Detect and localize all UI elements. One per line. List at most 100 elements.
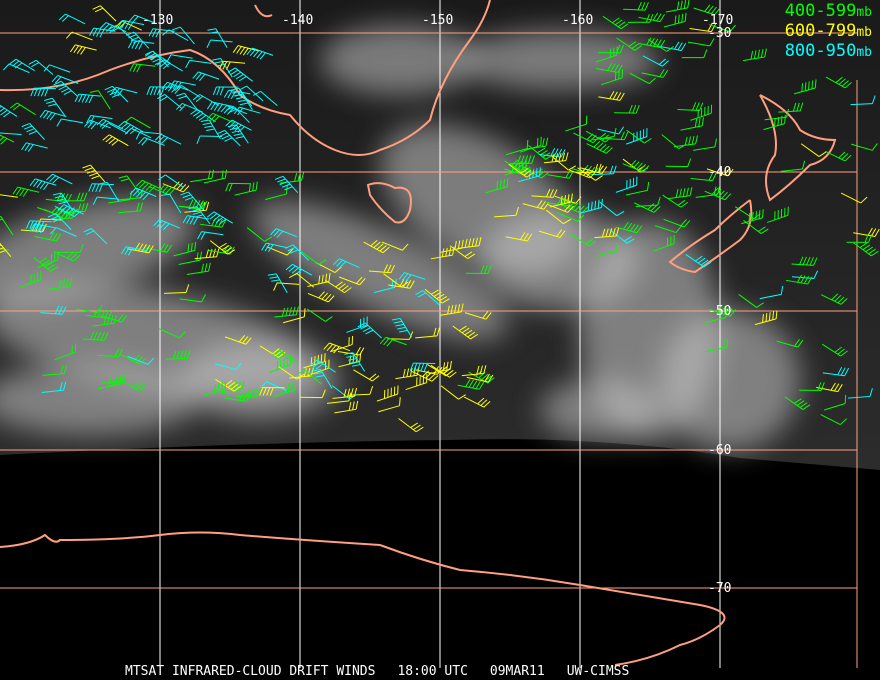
wind-barb [200, 119, 221, 140]
wind-barb [224, 335, 252, 345]
wind-barb [466, 373, 494, 383]
wind-barb [800, 143, 827, 157]
legend-unit: mb [856, 45, 872, 60]
wind-barb [269, 356, 292, 373]
wind-barb [551, 155, 577, 171]
wind-barb [58, 13, 86, 25]
cape-york-coast [254, 4, 273, 18]
wind-barb [767, 206, 789, 223]
wind-barbs [0, 0, 880, 433]
wind-barb [219, 60, 246, 70]
wind-barb [709, 24, 736, 33]
wind-barb [227, 124, 249, 144]
wind-barb [822, 367, 850, 377]
wind-barb [353, 369, 380, 382]
wind-barb [96, 348, 123, 358]
wind-barb [598, 44, 624, 54]
wind-barb [677, 102, 704, 112]
wind-barb [538, 229, 566, 238]
legend: 400-599mb 600-799mb 800-950mb [785, 2, 872, 62]
wind-barb [216, 129, 241, 147]
source: UW-CIMSS [566, 664, 630, 679]
wind-barb [82, 331, 109, 341]
longitude-label: -170 [702, 13, 734, 28]
wind-barb [573, 132, 600, 144]
wind-barb [464, 396, 491, 408]
wind-barb [121, 246, 148, 256]
wind-barb [616, 37, 643, 51]
wind-barb [129, 63, 156, 73]
wind-barb [465, 265, 492, 274]
wind-barb [176, 92, 199, 112]
cloud [0, 196, 197, 304]
wind-barb [821, 343, 848, 357]
wind-barb [260, 381, 287, 392]
wind-barb [56, 118, 83, 127]
wind-barb [368, 264, 396, 274]
wind-barb [591, 165, 617, 176]
wind-barb [325, 280, 352, 294]
wind-barb [614, 104, 640, 114]
wind-barb [824, 394, 847, 411]
wind-barb [642, 55, 670, 67]
wind-barb [602, 131, 629, 141]
wind-barb [580, 165, 608, 175]
wind-barb [158, 174, 184, 188]
wind-barb [668, 187, 693, 200]
wind-barb [138, 137, 165, 146]
wind-barb [212, 86, 239, 96]
wind-barb [690, 172, 717, 182]
wind-barb [194, 248, 220, 260]
longitude-label: -140 [282, 13, 314, 28]
wind-barb [759, 285, 784, 300]
wind-barb [157, 93, 183, 109]
wind-barb [289, 272, 315, 288]
wind-barb [791, 270, 819, 279]
wind-barb [297, 369, 322, 385]
wind-barb [259, 345, 286, 358]
wind-barb [648, 39, 674, 52]
wind-barb [51, 75, 79, 84]
wind-barb [37, 251, 59, 268]
wind-barb [799, 382, 825, 391]
wind-barb [135, 179, 163, 193]
footer-caption: MTSAT INFRARED-CLOUD DRIFT WINDS 18:00 UT… [125, 664, 651, 679]
wind-barb [464, 311, 492, 320]
wind-barb [145, 50, 169, 68]
wind-barb [98, 181, 120, 202]
wind-barb [334, 400, 359, 414]
wind-barb [734, 206, 761, 220]
wind-barb [0, 132, 22, 141]
wind-barb [273, 282, 300, 291]
wind-barb [363, 239, 390, 254]
wind-barb [594, 242, 619, 257]
wind-barb [457, 379, 485, 390]
wind-barb [190, 169, 215, 183]
wind-barb [615, 221, 643, 234]
time: 18:00 UTC [397, 664, 468, 679]
wind-barb [274, 306, 299, 318]
wind-barb [307, 273, 331, 287]
wind-barb [626, 129, 652, 144]
wind-barb [145, 243, 173, 253]
new-zealand-south [668, 199, 753, 274]
wind-barb [0, 193, 18, 198]
wind-barb [440, 385, 466, 400]
wind-barb [186, 262, 211, 275]
wind-barb [543, 152, 569, 164]
wind-barb [580, 198, 603, 214]
wind-barb [653, 235, 675, 252]
wind-barb [42, 365, 68, 376]
wind-barb [2, 63, 30, 74]
wind-barb [346, 316, 368, 333]
wind-barb [524, 137, 549, 150]
wind-barb [227, 67, 253, 82]
wind-barb [164, 284, 190, 294]
wind-barb [215, 378, 242, 392]
wind-barb [409, 362, 436, 372]
product-name: MTSAT INFRARED-CLOUD DRIFT WINDS [125, 664, 376, 679]
latitude-label: -70 [708, 581, 732, 596]
cloud [660, 310, 800, 450]
wind-barb [104, 85, 129, 103]
wind-barb [848, 388, 873, 399]
